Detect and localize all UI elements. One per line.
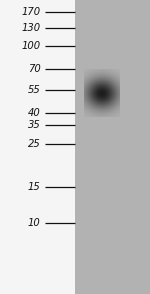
Text: 15: 15 xyxy=(28,182,40,192)
Bar xyxy=(75,0,150,294)
Text: 70: 70 xyxy=(28,64,40,74)
Text: 55: 55 xyxy=(28,85,40,95)
Text: 170: 170 xyxy=(21,7,40,17)
Text: 25: 25 xyxy=(28,139,40,149)
Text: 35: 35 xyxy=(28,120,40,130)
Text: 130: 130 xyxy=(21,23,40,33)
Text: 40: 40 xyxy=(28,108,40,118)
Text: 100: 100 xyxy=(21,41,40,51)
Text: 10: 10 xyxy=(28,218,40,228)
